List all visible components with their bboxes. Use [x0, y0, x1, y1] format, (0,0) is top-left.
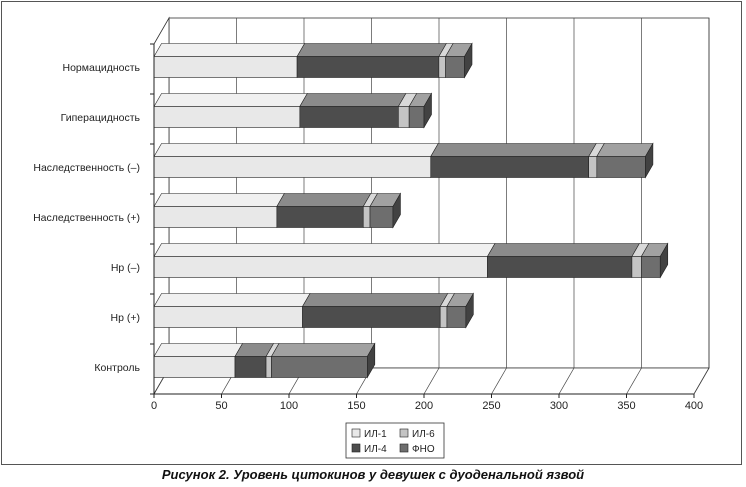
bar-top-face — [153, 143, 439, 157]
bar-top-face — [153, 243, 496, 257]
bar-top-face — [153, 343, 244, 357]
floor-gridline — [558, 367, 575, 395]
floor-gridline — [423, 367, 440, 395]
bar-side-face — [366, 342, 376, 379]
bar-side-face — [423, 92, 432, 129]
chart-frame: 0 50 100 150 200 250 300 350 400 Нормацидность Гип… — [1, 1, 742, 465]
stacked-bar-chart: 0 50 100 150 200 250 300 350 400 Нормацидность Гип… — [33, 16, 710, 459]
legend-label: ИЛ-4 — [364, 444, 387, 455]
bar-segment — [296, 56, 440, 78]
legend-swatch — [399, 443, 409, 453]
bar-top-face — [430, 143, 597, 157]
bar-side-face — [392, 192, 401, 229]
figure-caption: Рисунок 2. Уровень цитокинов у девушек с… — [161, 467, 585, 482]
bar-segment — [153, 356, 236, 378]
legend — [345, 422, 445, 459]
bar-segment — [153, 56, 298, 78]
bar-top-face — [153, 293, 311, 307]
bar-segment — [271, 356, 368, 378]
x-tick-label: 350 — [617, 400, 635, 412]
x-tick-label: 400 — [685, 400, 703, 412]
legend-swatch — [351, 428, 361, 438]
bar-segment — [631, 256, 642, 278]
floor-gridline — [626, 367, 642, 395]
bar-segment — [153, 306, 303, 328]
bar-segment — [408, 106, 425, 128]
floor-gridline — [693, 367, 710, 395]
x-tick-label: 200 — [415, 400, 433, 412]
category-label: Гиперацидность — [61, 112, 141, 124]
legend-label: ИЛ-6 — [412, 429, 435, 440]
x-tick-label: 0 — [151, 400, 157, 412]
bar-side-face — [465, 292, 474, 329]
bar-top-face — [276, 193, 372, 207]
bar-top-face — [296, 43, 447, 57]
bar-segment — [588, 156, 598, 178]
bar-segment — [445, 56, 465, 78]
bar-segment — [362, 206, 371, 228]
category-label: Наследственность (–) — [33, 162, 140, 174]
bar-segment — [234, 356, 267, 378]
bar-top-face — [486, 243, 640, 257]
x-tick-label: 50 — [215, 400, 227, 412]
bar-side-face — [464, 42, 473, 79]
bar-top-face — [596, 143, 654, 157]
bar-segment — [438, 56, 446, 78]
bar-segment — [596, 156, 646, 178]
bar-top-face — [153, 93, 308, 107]
bar-top-face — [299, 93, 407, 107]
legend-swatch — [399, 428, 409, 438]
bar-segment — [153, 156, 432, 178]
bar-segment — [302, 306, 441, 328]
bar-segment — [641, 256, 661, 278]
bar-segment — [398, 106, 410, 128]
bar-side-face — [659, 242, 669, 279]
bar-segment — [153, 206, 278, 228]
bar-segment — [299, 106, 399, 128]
category-label: Контроль — [94, 362, 140, 374]
legend-label: ФНО — [412, 444, 435, 455]
bar-segment — [446, 306, 467, 328]
bar-segment — [265, 356, 272, 378]
bar-segment — [369, 206, 394, 228]
bar-segment — [153, 256, 488, 278]
bar-segment — [430, 156, 589, 178]
category-label: Наследственность (+) — [33, 212, 140, 224]
bar-top-face — [153, 193, 285, 207]
bar-segment — [153, 106, 301, 128]
bar-segment — [487, 256, 633, 278]
category-label: Hp (–) — [111, 262, 140, 274]
bar-side-face — [645, 142, 654, 179]
x-tick-label: 300 — [550, 400, 568, 412]
legend-label: ИЛ-1 — [364, 429, 387, 440]
bar-top-face — [270, 343, 376, 357]
floor-gridline — [491, 367, 507, 395]
legend-swatch — [351, 443, 361, 453]
bar-segment — [439, 306, 448, 328]
category-label: Нормацидность — [63, 62, 141, 74]
bar-top-face — [301, 293, 449, 307]
bar-segment — [276, 206, 364, 228]
bar-top-face — [153, 43, 306, 57]
category-label: Hp (+) — [111, 312, 140, 324]
x-tick-label: 250 — [482, 400, 500, 412]
x-tick-label: 100 — [280, 400, 298, 412]
x-tick-label: 150 — [347, 400, 365, 412]
